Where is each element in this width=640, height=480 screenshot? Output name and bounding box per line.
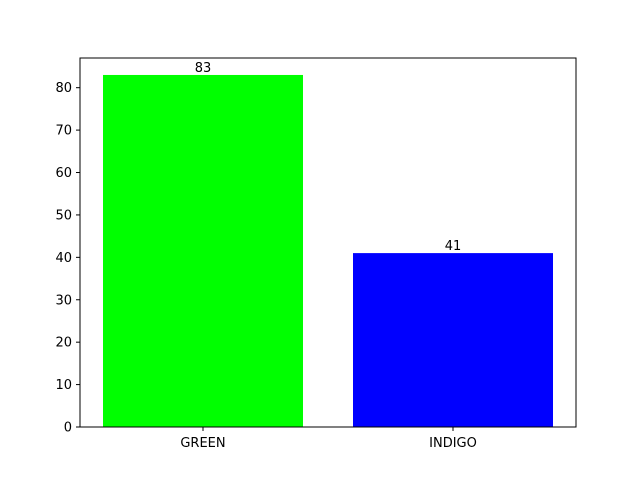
- y-tick-label: 70: [55, 124, 72, 139]
- x-tick-label-green: GREEN: [180, 436, 225, 451]
- bar-indigo: [353, 253, 553, 427]
- y-tick-label: 80: [55, 81, 72, 96]
- plot-frame: [79, 57, 577, 428]
- y-axis: 0 10 20 30 40 50 60 70 80: [55, 81, 80, 436]
- data-label-indigo: 41: [445, 239, 462, 254]
- bar-green: [103, 74, 303, 427]
- y-tick-label: 30: [55, 293, 72, 308]
- y-tick-label: 20: [55, 336, 72, 351]
- bars-layer: [103, 74, 553, 427]
- x-axis: GREEN INDIGO: [180, 427, 477, 451]
- y-tick-label: 0: [64, 421, 72, 436]
- x-tick-label-indigo: INDIGO: [429, 436, 477, 451]
- data-labels: 83 41: [195, 61, 462, 254]
- y-tick-label: 10: [55, 378, 72, 393]
- data-label-green: 83: [195, 61, 212, 76]
- y-tick-label: 50: [55, 208, 72, 223]
- y-tick-label: 40: [55, 251, 72, 266]
- y-tick-label: 60: [55, 166, 72, 181]
